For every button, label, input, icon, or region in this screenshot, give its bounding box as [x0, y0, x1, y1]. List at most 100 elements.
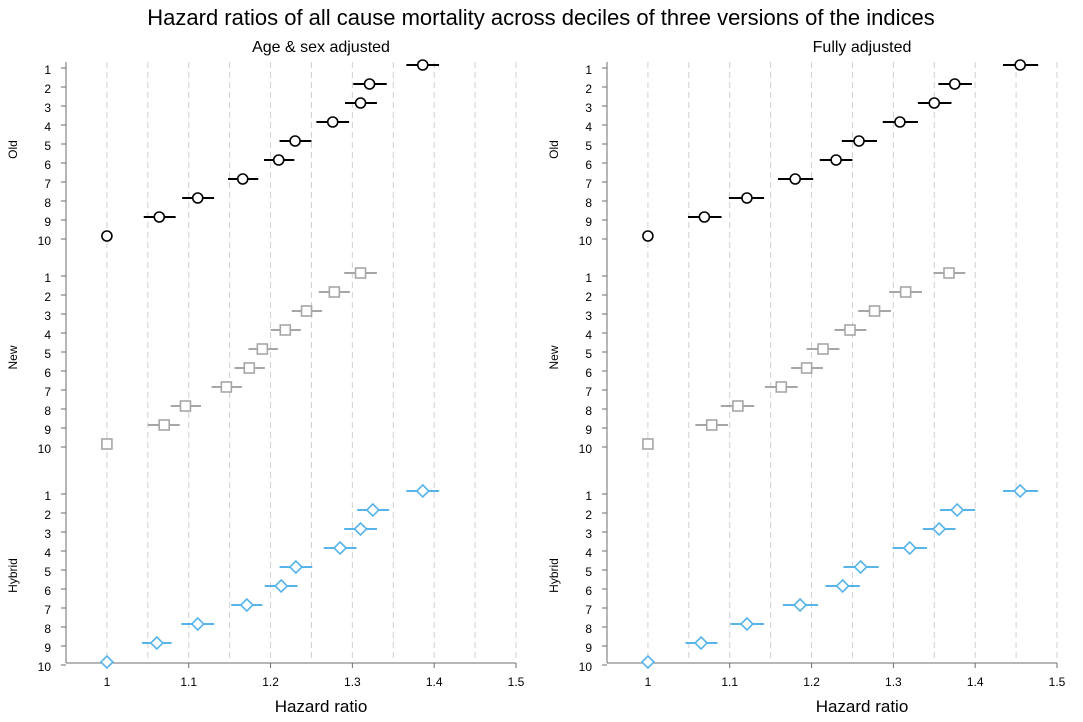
y-tick-label: 1 [585, 489, 592, 503]
group-label-old: Old [6, 140, 20, 159]
y-tick-label: 10 [38, 660, 52, 674]
panel-title: Fully adjusted [813, 39, 912, 56]
point-marker [868, 305, 881, 317]
y-tick-label: 2 [44, 82, 51, 96]
point-marker [943, 267, 955, 279]
point-marker [928, 97, 941, 109]
x-axis-label: Hazard ratio [816, 697, 909, 716]
group-label-new: New [547, 345, 561, 369]
point-marker [950, 502, 965, 518]
y-tick-label: 6 [44, 584, 51, 598]
point-marker [149, 635, 164, 651]
point-marker [191, 192, 204, 204]
point-marker [741, 192, 753, 204]
point-marker [415, 483, 430, 499]
y-tick-label: 3 [44, 101, 51, 115]
point-marker [179, 400, 192, 412]
chart-title: Hazard ratios of all cause mortality acr… [147, 5, 934, 30]
y-tick-label: 9 [44, 215, 51, 229]
point-marker [99, 654, 115, 670]
point-marker [789, 173, 801, 185]
y-tick-label: 1 [44, 489, 51, 503]
group-label-old: Old [547, 140, 561, 159]
y-tick-label: 2 [44, 508, 51, 522]
y-tick-label: 9 [585, 215, 592, 229]
point-marker [792, 597, 808, 613]
y-tick-label: 10 [579, 234, 593, 248]
point-marker [800, 362, 813, 374]
y-tick-label: 10 [579, 660, 593, 674]
y-tick-label: 7 [585, 385, 592, 399]
point-marker [894, 116, 906, 128]
y-tick-label: 3 [44, 309, 51, 323]
y-tick-label: 3 [585, 527, 592, 541]
point-marker [830, 154, 842, 166]
group-label-new: New [6, 345, 20, 369]
y-tick-label: 7 [44, 385, 51, 399]
x-tick-label: 1 [645, 675, 652, 689]
x-tick-label: 1.5 [508, 675, 525, 689]
point-marker [640, 654, 656, 670]
y-tick-label: 5 [44, 347, 51, 361]
y-tick-label: 10 [38, 234, 52, 248]
y-tick-label: 4 [44, 120, 51, 134]
point-marker [853, 559, 868, 575]
y-tick-label: 5 [585, 347, 592, 361]
y-tick-label: 4 [585, 328, 592, 342]
point-marker [279, 324, 292, 336]
y-tick-label: 1 [585, 271, 592, 285]
y-tick-label: 6 [585, 158, 592, 172]
point-marker [1014, 59, 1026, 71]
y-tick-label: 6 [44, 158, 51, 172]
y-tick-label: 8 [585, 196, 592, 210]
x-tick-label: 1 [104, 675, 111, 689]
y-tick-label: 7 [44, 603, 51, 617]
y-tick-label: 1 [44, 271, 51, 285]
point-marker [354, 97, 367, 109]
y-tick-label: 9 [585, 641, 592, 655]
point-marker [272, 154, 285, 166]
point-marker [354, 267, 367, 279]
point-marker [289, 135, 301, 147]
point-marker [693, 635, 709, 651]
point-marker [326, 116, 339, 128]
y-tick-label: 9 [585, 423, 592, 437]
point-marker [899, 286, 912, 298]
point-marker [902, 540, 917, 556]
group-label-hybrid: Hybrid [547, 558, 561, 593]
point-marker [642, 438, 654, 450]
x-tick-label: 1.4 [426, 675, 443, 689]
point-marker [1013, 483, 1028, 499]
point-marker [101, 438, 113, 450]
y-tick-label: 3 [44, 527, 51, 541]
point-marker [158, 419, 170, 431]
y-tick-label: 6 [585, 366, 592, 380]
y-tick-label: 5 [44, 139, 51, 153]
point-marker [365, 502, 380, 518]
panel-fully-adjusted: Fully adjusted 1 1.1 1.2 1.3 1.4 1.5 Hazard rat… [547, 39, 1066, 716]
y-tick-label: 10 [579, 442, 593, 456]
point-marker [835, 578, 850, 594]
point-marker [256, 343, 269, 355]
point-marker [353, 521, 368, 537]
panel-age-sex-adjusted: Age & sex adjusted 1 1.1 1.2 1.3 1.4 1.5 Hazard… [6, 39, 525, 716]
x-tick-label: 1.3 [885, 675, 902, 689]
y-tick-label: 1 [585, 63, 592, 77]
point-marker [732, 400, 744, 412]
y-tick-label: 1 [44, 63, 51, 77]
y-tick-label: 4 [585, 546, 592, 560]
point-marker [932, 521, 947, 537]
point-marker [243, 362, 256, 374]
y-tick-label: 5 [585, 565, 592, 579]
y-tick-label: 8 [44, 196, 51, 210]
x-tick-label: 1.4 [967, 675, 984, 689]
point-marker [328, 286, 341, 298]
panel-title: Age & sex adjusted [252, 39, 390, 56]
x-tick-label: 1.1 [721, 675, 738, 689]
point-marker [153, 211, 166, 223]
y-tick-label: 4 [44, 328, 51, 342]
y-tick-label: 8 [585, 404, 592, 418]
point-marker [642, 230, 654, 242]
x-tick-label: 1.5 [1049, 675, 1066, 689]
